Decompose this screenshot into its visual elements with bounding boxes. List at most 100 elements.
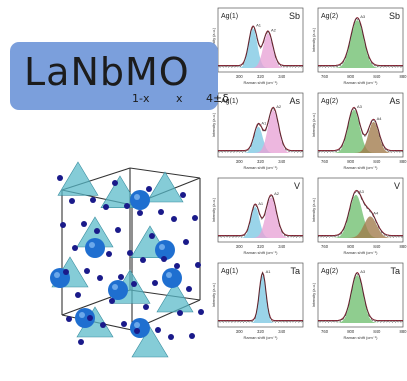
o-atom [146,186,152,192]
peak-component [318,20,403,68]
tick-label: 880 [400,329,407,334]
element-label: Ta [290,266,300,276]
element-label: Sb [289,11,300,21]
o-atom [168,334,174,340]
tick-label: 320 [257,244,265,249]
y-axis-label: Intensity (a.u.) [212,282,216,307]
o-atom [97,275,103,281]
atom-highlight [166,272,172,278]
tick-label: 760 [321,159,329,164]
o-atom [90,197,96,203]
tick-label: 340 [278,244,286,249]
o-atom [127,250,133,256]
formula-subscript-4d: 4±δ [206,92,229,105]
tick-label: 880 [400,74,407,79]
nbo4-tetrahedron [57,161,99,196]
data-line [317,272,404,323]
panel-ag2-sb: A3 760 800 840 880 Raman shift (cm⁻¹) Intensit… [312,7,407,85]
o-atom [192,215,198,221]
o-atom [186,286,192,292]
nbo4-tetrahedron [100,175,140,208]
o-atom [87,315,93,321]
tick-label: 880 [400,159,407,164]
o-atom [143,304,149,310]
peak-component [318,121,403,153]
o-atom [152,280,158,286]
tick-label: 320 [257,329,265,334]
fit-envelope-line [318,189,403,237]
o-atom [66,316,72,322]
tick-label: 800 [347,329,355,334]
nbo4-tetrahedron [156,281,194,313]
o-atom [198,309,204,315]
atom-highlight [112,284,118,290]
panel-ag2-ta: A3 760 800 840 880 Raman shift (cm⁻¹) Intensit… [312,262,407,340]
element-label: As [289,96,300,106]
nbo4-tetrahedron [131,326,169,358]
data-line [217,271,304,323]
o-atom [140,257,146,263]
mode-label: Ag(1) [221,13,238,20]
tick-label: 300 [236,159,244,164]
o-atom [183,239,189,245]
element-label: As [389,96,400,106]
tick-label: 840 [373,159,381,164]
o-atom [57,175,63,181]
peak-label: A1 [266,269,272,274]
y-axis-label: Intensity (a.u.) [212,27,216,52]
peak-component [218,275,303,323]
formula-subscript-x: x [176,92,183,105]
peak-label: A4 [373,210,379,215]
y-axis-label: Intensity (a.u.) [312,282,316,307]
crystal-structure [50,161,204,358]
x-axis-label: Raman shift (cm⁻¹) [344,335,379,340]
nbo4-tetrahedron [146,171,184,203]
fit-envelope-line [318,16,403,67]
fit-envelope-line [318,271,403,322]
o-atom [131,281,137,287]
o-atom [155,327,161,333]
tick-label: 760 [321,74,329,79]
o-atom [100,322,106,328]
tick-label: 340 [278,329,286,334]
atom-highlight [54,272,60,278]
peak-component [318,216,403,238]
peak-label: A3 [360,14,366,19]
peak-label: A2 [271,27,277,32]
atom-highlight [89,242,95,248]
peak-label: A3 [357,104,363,109]
tick-label: 300 [236,74,244,79]
o-atom [174,263,180,269]
fit-envelope-line [218,106,303,152]
o-atom [171,216,177,222]
tick-label: 800 [347,244,355,249]
mode-label: Ag(2) [321,13,338,20]
o-atom [69,198,75,204]
peak-label: A1 [256,23,262,28]
x-axis-label: Raman shift (cm⁻¹) [244,335,279,340]
la-atom [130,190,150,210]
o-atom [60,222,66,228]
y-axis-label: Intensity (a.u.) [312,197,316,222]
peak-label: A4 [377,116,383,121]
peak-component [218,33,303,68]
data-line [217,195,304,238]
peak-component [218,206,303,238]
peak-label: A1 [261,121,267,126]
mode-label: Ag(1) [221,268,238,275]
x-axis-label: Raman shift (cm⁻¹) [344,165,379,170]
x-axis-label: Raman shift (cm⁻¹) [344,80,379,85]
data-line [317,107,404,153]
data-line [317,190,404,238]
peak-label: A3 [360,269,366,274]
atom-highlight [134,322,140,328]
tick-label: 840 [373,329,381,334]
formula-main: LaNbMO [24,50,190,94]
x-axis-label: Raman shift (cm⁻¹) [244,250,279,255]
tick-label: 340 [278,74,286,79]
element-label: V [394,181,400,191]
element-label: V [294,181,300,191]
o-atom [75,292,81,298]
